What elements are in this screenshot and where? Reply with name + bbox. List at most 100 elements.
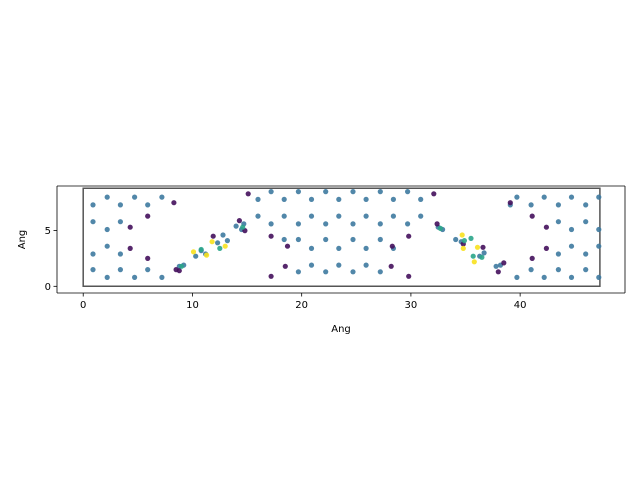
data-point: [193, 253, 199, 259]
data-point: [233, 223, 239, 229]
x-tick-label: 20: [295, 300, 308, 311]
data-point: [529, 213, 535, 219]
data-point: [323, 236, 329, 243]
cell-outline-layer: [82, 187, 601, 288]
data-point: [159, 274, 165, 280]
data-point: [117, 267, 123, 273]
data-point: [406, 233, 412, 239]
data-point: [236, 218, 242, 224]
data-point: [268, 273, 274, 279]
data-point: [470, 253, 476, 259]
data-point: [145, 213, 151, 219]
data-point: [268, 189, 274, 195]
x-axis-label: Ang: [331, 324, 351, 335]
data-point: [377, 236, 383, 243]
data-point: [418, 196, 424, 202]
data-point: [255, 213, 261, 219]
data-point: [350, 236, 356, 243]
data-point: [431, 191, 437, 197]
data-point: [434, 221, 440, 227]
data-point: [555, 251, 562, 257]
data-point: [481, 250, 487, 256]
data-point: [222, 243, 228, 249]
data-point: [479, 254, 485, 260]
data-point: [555, 219, 562, 225]
data-point: [528, 202, 534, 208]
data-point: [145, 267, 151, 273]
data-point: [596, 194, 602, 200]
data-point: [459, 232, 465, 238]
data-point: [323, 269, 329, 275]
axes-layer: 0 10 20 30 40 0 5: [45, 185, 626, 311]
data-point: [308, 262, 315, 268]
data-point: [240, 224, 246, 230]
data-point: [453, 236, 459, 243]
data-point: [198, 246, 204, 253]
x-tick-label: 0: [80, 300, 86, 311]
data-point: [127, 224, 133, 230]
data-point: [295, 189, 301, 195]
data-point: [255, 196, 261, 202]
data-point: [541, 274, 547, 280]
data-point: [295, 236, 301, 243]
data-point: [388, 263, 394, 269]
data-point: [295, 221, 301, 227]
data-point: [127, 245, 133, 251]
data-point: [583, 219, 589, 225]
data-point: [132, 274, 138, 280]
data-point: [596, 226, 602, 233]
data-point: [323, 189, 329, 195]
data-point: [268, 233, 274, 239]
data-point: [350, 221, 356, 227]
data-point: [350, 189, 356, 195]
data-point: [583, 267, 589, 273]
data-point: [171, 200, 177, 206]
data-point: [528, 267, 534, 273]
data-point: [117, 251, 123, 257]
data-point: [145, 202, 151, 208]
data-point: [281, 236, 287, 243]
data-point: [568, 243, 575, 249]
data-point: [209, 239, 215, 245]
data-point: [104, 226, 110, 233]
data-point: [224, 238, 230, 244]
data-point: [295, 269, 301, 275]
data-point: [268, 221, 274, 227]
data-point: [543, 224, 550, 230]
data-point: [104, 274, 110, 280]
data-point: [90, 267, 96, 273]
data-point: [308, 213, 315, 219]
x-tick-label: 30: [405, 300, 418, 311]
data-point: [471, 259, 477, 265]
data-point: [543, 245, 550, 251]
data-point: [117, 202, 123, 208]
data-point: [178, 263, 185, 269]
data-point: [461, 238, 467, 244]
data-point: [159, 194, 165, 200]
data-point: [568, 274, 575, 280]
data-point: [145, 255, 151, 261]
x-tick-label: 40: [514, 300, 527, 311]
data-point: [406, 273, 412, 279]
data-point: [480, 244, 486, 250]
data-point: [389, 243, 395, 249]
data-point: [210, 233, 216, 239]
data-point: [336, 196, 342, 202]
data-point: [583, 251, 589, 257]
data-point: [495, 269, 501, 275]
data-point: [555, 202, 562, 208]
data-point: [282, 263, 288, 269]
data-point: [555, 267, 562, 273]
data-point: [190, 249, 197, 255]
x-tick-label: 10: [186, 300, 199, 311]
data-point: [568, 226, 575, 233]
data-point: [437, 225, 443, 231]
data-point: [308, 245, 315, 251]
data-point: [245, 191, 251, 197]
data-point: [596, 243, 602, 249]
data-point: [281, 213, 287, 219]
y-tick-label: 5: [45, 226, 51, 237]
data-point: [418, 213, 424, 219]
